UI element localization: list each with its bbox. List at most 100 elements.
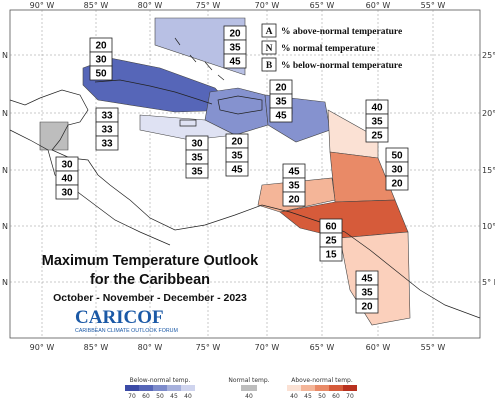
legend-text: % above-normal temperature [281, 27, 402, 37]
probability-value: 45 [288, 167, 300, 178]
colorbar-swatch [287, 385, 301, 391]
probability-box-cell [355, 298, 379, 314]
colorbar-swatch [315, 385, 329, 391]
lon-label: 60° W [366, 343, 391, 352]
legend-key: B [266, 61, 273, 71]
probability-value: 45 [229, 57, 241, 68]
lon-label: 65° W [310, 1, 335, 10]
probability-box-cell [223, 53, 247, 69]
svg-text:CARIBBEAN CLIMATE OUTLOOK FORU: CARIBBEAN CLIMATE OUTLOOK FORUM [75, 328, 178, 334]
probability-value: 45 [361, 274, 373, 285]
legend-text: % normal temperature [281, 44, 375, 54]
probability-value: 35 [231, 151, 243, 162]
probability-value: 25 [371, 131, 383, 142]
lat-label: 10° N [482, 222, 495, 231]
probability-value: 50 [95, 69, 107, 80]
probability-box-cell [185, 163, 209, 179]
lat-label: N [2, 222, 8, 231]
probability-value: 35 [191, 153, 203, 164]
colorbar-swatch [153, 385, 167, 391]
probability-value: 20 [391, 179, 403, 190]
lat-axis: 25° N 20° N 15° N 10° N 5° N N N N N N [2, 51, 495, 287]
lat-label: N [2, 278, 8, 287]
probability-value: 35 [371, 117, 383, 128]
lat-label: 20° N [482, 109, 495, 118]
map-subtitle: for the Caribbean [90, 272, 210, 288]
probability-value: 35 [361, 288, 373, 299]
probability-value: 30 [95, 55, 107, 66]
colorbar-normal-tick: 40 [245, 393, 253, 400]
lon-label: 80° W [138, 343, 163, 352]
probability-box-cell [319, 246, 343, 262]
probability-value: 33 [101, 111, 113, 122]
legend-key: N [266, 44, 273, 54]
lon-axis: 90° W 85° W 80° W 75° W 70° W 65° W 60° … [30, 1, 446, 352]
colorbar-swatch [343, 385, 357, 391]
probability-value: 30 [191, 139, 203, 150]
probability-value: 33 [101, 139, 113, 150]
probability-box-cell [282, 191, 306, 207]
colorbar-below-title: Below-normal temp. [130, 377, 191, 384]
probability-box-cell [225, 161, 249, 177]
lon-label: 90° W [30, 343, 55, 352]
probability-value: 35 [229, 43, 241, 54]
abn-legend: A % above-normal temperature N % normal … [261, 23, 402, 72]
probability-box-cell [95, 135, 119, 151]
colorbar-tick: 50 [156, 393, 164, 400]
caricof-logo: CARICOF CARIBBEAN CLIMATE OUTLOOK FORUM [75, 307, 178, 334]
colorbar-tick: 60 [332, 393, 340, 400]
lon-label: 55° W [421, 1, 446, 10]
probability-box-cell [55, 184, 79, 200]
lon-label: 80° W [138, 1, 163, 10]
probability-value: 20 [95, 41, 107, 52]
probability-value: 45 [275, 111, 287, 122]
region-belize [39, 121, 69, 151]
colorbar-swatch [301, 385, 315, 391]
colorbar-tick: 70 [128, 393, 136, 400]
lat-label: N [2, 109, 8, 118]
probability-value: 40 [371, 103, 383, 114]
lat-label: 5° N [482, 278, 495, 287]
probability-value: 35 [191, 167, 203, 178]
colorbar-normal-title: Normal temp. [228, 377, 269, 384]
colorbar-swatch [139, 385, 153, 391]
lat-label: 15° N [482, 166, 495, 175]
colorbar-tick: 40 [184, 393, 192, 400]
probability-value: 20 [231, 137, 243, 148]
probability-value: 35 [275, 97, 287, 108]
lon-label: 85° W [84, 343, 109, 352]
probability-value: 33 [101, 125, 113, 136]
colorbar-tick: 60 [142, 393, 150, 400]
colorbar-tick: 45 [304, 393, 312, 400]
probability-box-cell [385, 175, 409, 191]
lat-label: 25° N [482, 51, 495, 60]
probability-value: 50 [391, 151, 403, 162]
probability-value: 40 [61, 174, 73, 185]
colorbar-swatch [329, 385, 343, 391]
lon-label: 90° W [30, 1, 55, 10]
lon-label: 75° W [196, 343, 221, 352]
colorbar-swatch [167, 385, 181, 391]
probability-value: 35 [288, 181, 300, 192]
probability-box-cell [365, 127, 389, 143]
region-bahamas [154, 17, 246, 76]
probability-box-cell [269, 107, 293, 123]
colorbar-tick: 40 [290, 393, 298, 400]
lat-label: N [2, 166, 8, 175]
region-jamaica [139, 114, 237, 141]
probability-value: 60 [325, 222, 337, 233]
lon-label: 85° W [84, 1, 109, 10]
legend-text: % below-normal temperature [281, 61, 402, 71]
lat-label: N [2, 51, 8, 60]
colorbar-tick: 45 [170, 393, 178, 400]
lon-label: 55° W [421, 343, 446, 352]
lon-label: 70° W [255, 1, 280, 10]
colorbar-swatch [181, 385, 195, 391]
probability-value: 30 [391, 165, 403, 176]
probability-value: 20 [275, 83, 287, 94]
probability-box-cell [89, 65, 113, 81]
map-title: Maximum Temperature Outlook [42, 253, 259, 269]
colorbar-normal-swatch [241, 385, 257, 391]
colorbar: Below-normal temp. 70 60 50 45 40 Normal tem… [125, 377, 357, 400]
